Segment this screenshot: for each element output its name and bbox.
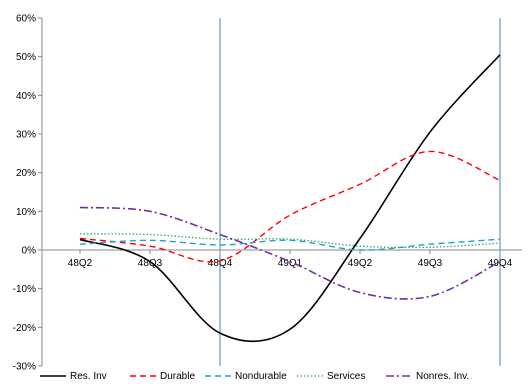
y-tick-label: 50% <box>16 52 36 63</box>
x-tick-labels: 48Q2 48Q3 48Q4 49Q1 49Q2 49Q3 49Q4 <box>68 258 513 269</box>
y-tick-label: 20% <box>16 168 36 179</box>
series-line-res-inv <box>79 54 501 343</box>
x-tick-label: 49Q1 <box>278 258 303 269</box>
y-tick-label: 10% <box>16 207 36 218</box>
y-tick-label: 40% <box>16 91 36 102</box>
vertical-markers <box>219 18 501 366</box>
x-tick-label: 49Q2 <box>348 258 373 269</box>
x-tick-label: 48Q3 <box>138 258 163 269</box>
series-line-nondurable <box>79 238 501 251</box>
legend-label-res-inv: Res. Inv <box>70 371 107 382</box>
x-tick-label: 48Q2 <box>68 258 93 269</box>
series-line-services <box>79 233 501 249</box>
series-line-durable <box>79 150 501 263</box>
x-tick-label: 48Q4 <box>208 258 233 269</box>
series-line-nonres-inv <box>79 206 501 300</box>
legend: Res. Inv Durable Nondurable Services Nonres.… <box>40 371 469 382</box>
series-lines <box>79 54 501 343</box>
y-tick-label: 60% <box>16 14 36 25</box>
y-tick-labels: 60% 50% 40% 30% 20% 10% 0% -10% -20% -30% <box>13 14 36 373</box>
axes <box>38 17 522 367</box>
legend-label-nondurable: Nondurable <box>235 371 287 382</box>
y-tick-label: -10% <box>13 284 36 295</box>
y-tick-label: -20% <box>13 323 36 334</box>
y-tick-label: 0% <box>22 246 37 257</box>
x-tick-label: 49Q4 <box>488 258 513 269</box>
legend-label-durable: Durable <box>160 371 195 382</box>
legend-label-services: Services <box>327 371 365 382</box>
legend-label-nonres-inv: Nonres. Inv. <box>416 371 469 382</box>
y-tick-label: 30% <box>16 130 36 141</box>
x-tick-label: 49Q3 <box>418 258 443 269</box>
y-tick-label: -30% <box>13 362 36 373</box>
